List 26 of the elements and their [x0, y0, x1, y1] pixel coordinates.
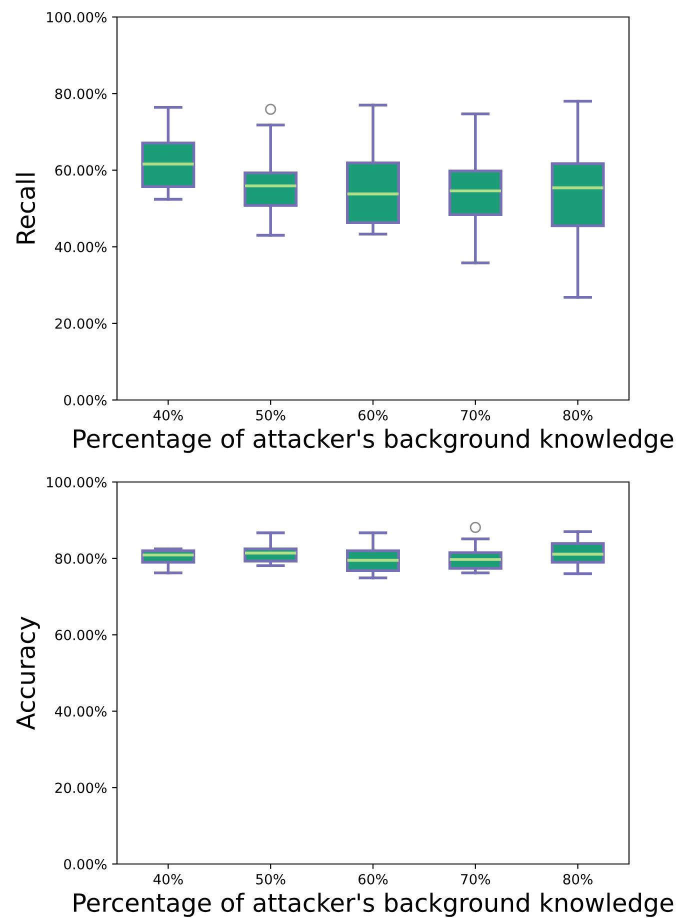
x-tick-label: 40%	[153, 874, 183, 884]
y-tick-label: 40.00%	[55, 706, 107, 717]
x-tick-label: 80%	[563, 874, 592, 884]
y-tick-label: 0.00%	[64, 858, 107, 870]
y-tick-label: 40.00%	[55, 242, 107, 252]
x-tick-label: 80%	[563, 410, 592, 420]
x-tick-label: 70%	[461, 410, 490, 420]
x-tick-label: 70%	[461, 874, 490, 884]
x-tick-label: 60%	[358, 874, 388, 884]
y-tick-label: 0.00%	[64, 394, 107, 406]
y-axis-title: Recall	[16, 174, 36, 244]
y-axis-title: Accuracy	[16, 616, 40, 730]
y-tick-label: 100.00%	[47, 476, 107, 488]
y-tick-label: 60.00%	[55, 630, 107, 640]
x-tick-label: 40%	[153, 410, 183, 420]
x-tick-label: 50%	[256, 410, 286, 420]
y-tick-label: 100.00%	[47, 12, 107, 22]
x-axis-title: Percentage of attacker's background knowledge	[74, 428, 674, 453]
y-tick-label: 60.00%	[55, 165, 107, 176]
y-tick-label: 80.00%	[55, 88, 107, 100]
x-axis-title: Percentage of attacker's background knowledge	[74, 892, 674, 917]
x-tick-label: 50%	[256, 874, 286, 884]
y-tick-label: 80.00%	[55, 553, 107, 564]
y-tick-label: 20.00%	[55, 318, 107, 329]
y-tick-label: 20.00%	[55, 782, 107, 794]
x-tick-label: 60%	[358, 410, 388, 420]
